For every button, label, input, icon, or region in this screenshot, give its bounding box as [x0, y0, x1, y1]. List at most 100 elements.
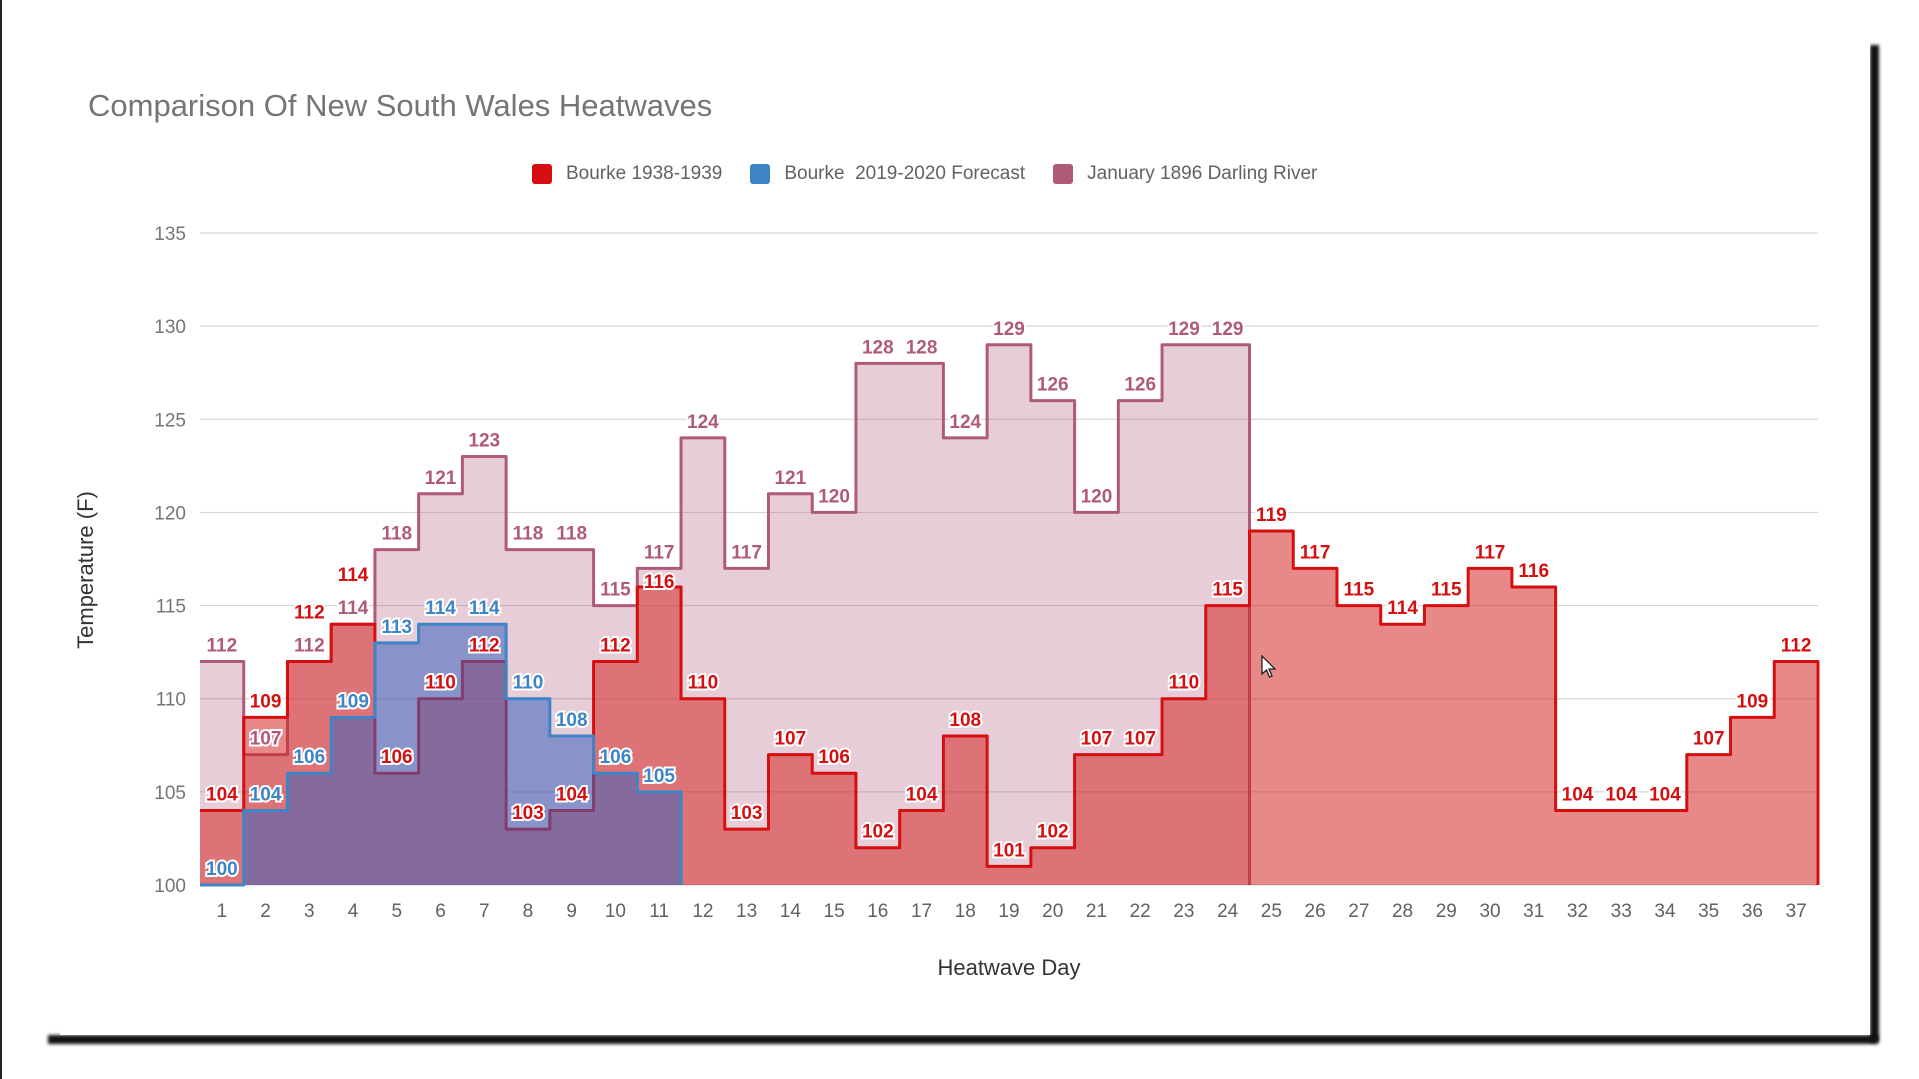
data-label-darling-river: 118 — [381, 524, 412, 545]
legend-item-bourke-forecast[interactable]: Bourke 2019-2020 Forecast — [750, 163, 1025, 185]
data-label-darling-river: 117 — [644, 542, 675, 563]
x-tick-label: 17 — [911, 901, 932, 922]
x-tick-label: 35 — [1698, 901, 1719, 922]
data-label-darling-river: 120 — [818, 486, 850, 507]
x-tick-label: 7 — [479, 901, 490, 922]
data-label-bourke-1938: 116 — [1518, 561, 1549, 582]
x-tick-label: 4 — [348, 901, 359, 922]
x-tick-label: 20 — [1042, 901, 1063, 922]
data-label-bourke-1938: 109 — [250, 691, 282, 712]
data-label-bourke-1938: 108 — [949, 710, 981, 731]
line-darling-river — [200, 343, 1252, 885]
x-tick-label: 27 — [1348, 901, 1369, 922]
data-label-bourke-1938: 104 — [1605, 784, 1637, 805]
legend-swatch-bourke-forecast — [750, 164, 771, 184]
data-label-darling-river: 123 — [468, 431, 500, 452]
x-tick-label: 22 — [1130, 901, 1151, 922]
y-tick-label: 135 — [154, 224, 186, 245]
y-tick-label: 120 — [154, 503, 186, 524]
data-label-bourke-1938: 117 — [1475, 542, 1506, 563]
data-label-bourke-forecast: 114 — [469, 598, 500, 619]
data-label-darling-river: 107 — [250, 729, 282, 750]
x-tick-label: 21 — [1086, 901, 1107, 922]
data-label-bourke-forecast: 106 — [600, 747, 632, 768]
legend-item-darling-river[interactable]: January 1896 Darling River — [1053, 163, 1317, 185]
data-label-bourke-1938: 109 — [1737, 691, 1769, 712]
data-label-bourke-forecast: 100 — [206, 859, 238, 880]
data-label-bourke-1938: 102 — [862, 822, 894, 843]
data-label-bourke-1938: 119 — [1256, 505, 1287, 526]
x-tick-label: 32 — [1567, 901, 1588, 922]
data-label-bourke-1938: 107 — [774, 729, 806, 750]
data-label-bourke-1938: 103 — [512, 803, 544, 824]
line-bourke-forecast — [200, 622, 683, 887]
legend-swatch-darling-river — [1053, 164, 1074, 184]
data-label-darling-river: 118 — [556, 524, 587, 545]
data-label-bourke-1938: 115 — [1431, 580, 1462, 601]
card-shadow-right — [1870, 45, 1879, 1042]
data-label-bourke-forecast: 110 — [513, 673, 544, 694]
data-label-darling-river: 126 — [1124, 375, 1156, 396]
card-shadow-bottom — [48, 1035, 1878, 1044]
data-label-bourke-forecast: 104 — [250, 784, 282, 805]
data-label-darling-river: 120 — [1081, 486, 1113, 507]
data-label-bourke-1938: 104 — [906, 784, 938, 805]
data-label-bourke-1938: 117 — [1300, 542, 1331, 563]
data-label-darling-river: 121 — [774, 468, 806, 489]
data-label-darling-river: 115 — [600, 580, 631, 601]
data-label-bourke-1938: 104 — [1562, 784, 1594, 805]
x-tick-label: 5 — [391, 901, 402, 922]
y-tick-label: 125 — [154, 410, 186, 431]
legend-label-bourke-forecast: Bourke 2019-2020 Forecast — [784, 163, 1026, 184]
data-label-bourke-1938: 112 — [294, 602, 325, 623]
y-tick-label: 105 — [154, 783, 186, 804]
x-tick-label: 16 — [867, 901, 888, 922]
data-label-darling-river: 112 — [207, 635, 238, 656]
window-edge — [0, 0, 2, 1079]
data-label-bourke-1938: 102 — [1037, 822, 1069, 843]
x-tick-label: 3 — [304, 901, 315, 922]
data-label-bourke-1938: 110 — [1169, 673, 1200, 694]
data-label-darling-river: 124 — [949, 412, 981, 433]
data-label-bourke-1938: 103 — [731, 803, 763, 824]
data-label-bourke-1938: 112 — [469, 635, 500, 656]
data-label-bourke-forecast: 109 — [337, 691, 369, 712]
data-label-darling-river: 129 — [993, 319, 1025, 340]
x-tick-label: 18 — [955, 901, 976, 922]
y-tick-label: 115 — [156, 597, 186, 618]
data-label-bourke-forecast: 106 — [293, 747, 325, 768]
data-label-darling-river: 124 — [687, 412, 719, 433]
x-tick-label: 26 — [1305, 901, 1326, 922]
x-tick-label: 30 — [1479, 901, 1500, 922]
data-label-bourke-1938: 104 — [556, 784, 588, 805]
data-label-bourke-1938: 101 — [993, 840, 1025, 861]
legend-label-bourke-1938: Bourke 1938-1939 — [566, 163, 723, 184]
data-label-bourke-forecast: 108 — [556, 710, 588, 731]
data-label-bourke-1938: 110 — [425, 673, 456, 694]
x-tick-label: 8 — [523, 901, 534, 922]
data-label-bourke-1938: 104 — [1649, 784, 1681, 805]
data-label-bourke-1938: 115 — [1344, 580, 1375, 601]
data-label-darling-river: 129 — [1212, 319, 1244, 340]
legend-label-darling-river: January 1896 Darling River — [1087, 163, 1318, 184]
x-tick-label: 14 — [780, 901, 802, 922]
data-label-bourke-1938: 110 — [688, 673, 719, 694]
data-label-bourke-forecast: 114 — [425, 598, 456, 619]
x-tick-label: 34 — [1654, 901, 1676, 922]
x-tick-label: 24 — [1217, 901, 1239, 922]
data-label-bourke-1938: 116 — [644, 572, 675, 593]
data-label-bourke-1938: 106 — [818, 747, 850, 768]
data-label-darling-river: 114 — [338, 598, 369, 619]
data-label-bourke-1938: 112 — [600, 635, 631, 656]
data-label-darling-river: 126 — [1037, 375, 1069, 396]
x-axis-label: Heatwave Day — [937, 955, 1081, 980]
data-label-bourke-1938: 107 — [1693, 729, 1725, 750]
data-label-bourke-1938: 107 — [1081, 729, 1113, 750]
data-label-bourke-1938: 114 — [1387, 598, 1418, 619]
y-tick-label: 130 — [154, 317, 186, 338]
x-tick-label: 29 — [1436, 901, 1457, 922]
legend-item-bourke-1938[interactable]: Bourke 1938-1939 — [532, 163, 722, 185]
mouse-cursor-icon — [1261, 655, 1277, 678]
data-label-bourke-1938: 106 — [381, 747, 413, 768]
